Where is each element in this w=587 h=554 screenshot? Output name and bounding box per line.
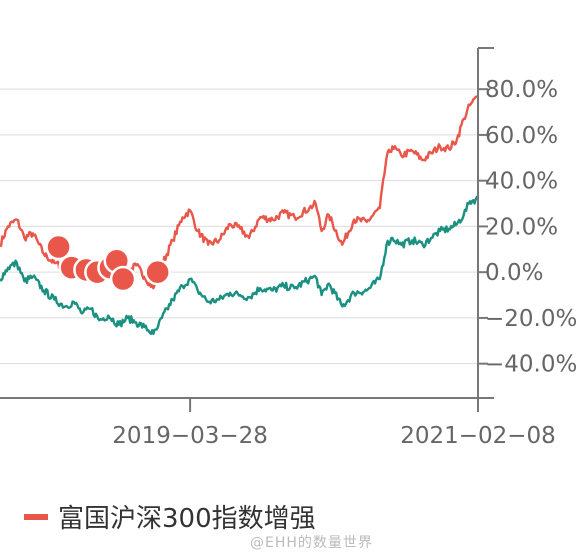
- y-tick-label: 40.0%: [485, 169, 558, 195]
- y-tick-label: 20.0%: [485, 214, 558, 240]
- data-marker: [144, 258, 171, 286]
- data-marker: [45, 233, 72, 261]
- axes: −40.0% −20.0% 0.0% 20.0% 40.0% 60.0% 80.0% 2019…: [0, 47, 577, 449]
- line-chart: −40.0% −20.0% 0.0% 20.0% 40.0% 60.0% 80.0% 2019…: [0, 47, 577, 449]
- legend-swatch: [24, 513, 48, 520]
- marker-layer: [45, 233, 171, 293]
- series-line-1: [0, 195, 480, 336]
- y-tick-label: 0.0%: [485, 260, 543, 286]
- data-marker: [109, 265, 137, 293]
- x-tick-label: 2019−03−28: [112, 423, 268, 449]
- y-tick-label: −40.0%: [485, 352, 577, 378]
- legend: 富国沪深300指数增强: [24, 498, 316, 535]
- x-tick-label: 2021−02−08: [400, 423, 556, 449]
- series-layer: [0, 94, 480, 336]
- legend-label: 富国沪深300指数增强: [58, 504, 316, 534]
- y-tick-label: 60.0%: [485, 123, 558, 149]
- watermark-text: @EHH的数量世界: [250, 535, 373, 551]
- y-tick-label: 80.0%: [485, 77, 558, 103]
- y-tick-label: −20.0%: [485, 306, 577, 332]
